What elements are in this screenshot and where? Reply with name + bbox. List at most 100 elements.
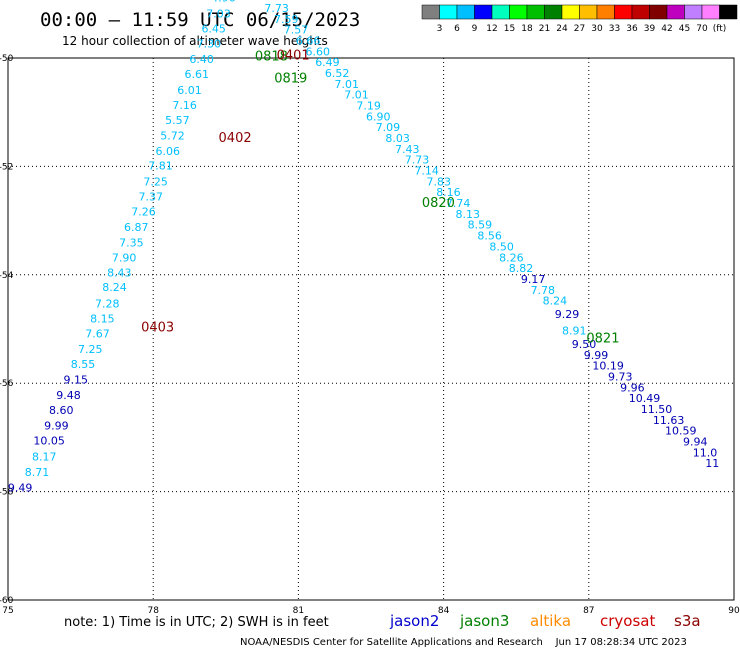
swh-value: 10.19	[592, 360, 624, 373]
colorbar-swatch	[421, 4, 440, 20]
swh-value: 5.72	[160, 129, 185, 142]
credit-line: NOAA/NESDIS Center for Satellite Applica…	[240, 637, 687, 648]
y-axis: -50 -52 -54 -56 -58 -60	[0, 54, 14, 606]
colorbar-swatch	[596, 4, 615, 20]
satellite-legend-altika: altika	[530, 612, 571, 630]
colorbar-swatch	[491, 4, 510, 20]
swh-value: 8.43	[107, 266, 132, 279]
swh-value: 6.45	[201, 23, 226, 36]
swh-value: 7.03	[206, 7, 231, 20]
swh-value: 7.25	[143, 175, 168, 188]
colorbar-legend: 3 6 9 12 15 18 21 24 27 30 33 36 39 42 45 70 (ft)	[421, 4, 738, 34]
colorbar-swatch	[649, 4, 668, 20]
swh-value: 11.50	[641, 403, 673, 416]
swh-value: 7.01	[344, 89, 369, 102]
swh-value: 8.59	[468, 219, 493, 232]
colorbar-swatch	[631, 4, 650, 20]
colorbar-label: 12	[486, 24, 497, 34]
swh-value: 9.15	[64, 374, 89, 387]
plot-frame	[7, 57, 735, 601]
swh-value: 7.19	[356, 99, 381, 112]
pass-time-label: 0818	[255, 50, 288, 65]
satellite-legend-jason2: jason2	[389, 612, 439, 630]
colorbar-label: 9	[472, 24, 478, 34]
colorbar-label: 3	[437, 24, 443, 34]
colorbar-label: 27	[574, 24, 585, 34]
y-tick-label: -60	[0, 596, 14, 606]
swh-value: 7.43	[395, 143, 420, 156]
x-tick-label: 81	[293, 606, 304, 616]
colorbar-label: (ft)	[713, 24, 727, 34]
swh-value: 7.59	[274, 13, 299, 26]
swh-value: 7.57	[284, 24, 309, 37]
swh-value: 5.57	[165, 114, 190, 127]
x-tick-label: 87	[583, 606, 594, 616]
x-tick-label: 84	[438, 606, 450, 616]
y-tick-label: -52	[0, 162, 13, 172]
swh-value: 11.63	[653, 414, 685, 427]
pass-time-label: 0402	[219, 131, 252, 146]
swh-value: 9.17	[521, 273, 546, 286]
swh-value: 8.60	[49, 404, 74, 417]
swh-value: 9.50	[572, 338, 597, 351]
swh-value: 7.09	[376, 121, 401, 134]
colorbar-swatch	[684, 4, 703, 20]
data-points: 9.49 8.71 8.17 10.05 9.99 8.60 9.48 9.15 8.55 7.2…	[8, 0, 719, 495]
x-tick-label: 75	[2, 606, 13, 616]
colorbar-label: 33	[609, 24, 620, 34]
swh-value: 9.49	[8, 482, 33, 495]
swh-value: 6.40	[189, 53, 214, 66]
colorbar-label: 24	[556, 24, 568, 34]
swh-value: 6.66	[296, 34, 321, 47]
swh-value: 7.81	[148, 160, 173, 173]
swh-value: 7.83	[427, 175, 452, 188]
swh-value: 9.48	[56, 389, 81, 402]
colorbar-label: 70	[696, 24, 708, 34]
colorbar-label: 30	[591, 24, 603, 34]
colorbar-swatch	[509, 4, 528, 20]
swh-value: 7.16	[172, 99, 197, 112]
swh-value: 6.61	[185, 68, 210, 81]
swh-value: 6.06	[155, 145, 180, 158]
satellite-legend-s3a: s3a	[674, 612, 701, 630]
swh-value: 10.59	[665, 425, 697, 438]
swh-value: 7.37	[139, 191, 164, 204]
satellite-legend-cryosat: cryosat	[600, 612, 655, 630]
swh-value: 9.29	[555, 308, 580, 321]
colorbar-label: 15	[504, 24, 515, 34]
swh-value: 8.71	[25, 466, 50, 479]
colorbar-label: 21	[539, 24, 550, 34]
pass-time-label: 0401	[277, 49, 310, 64]
swh-value: 9.94	[683, 436, 708, 449]
swh-value: 7.78	[531, 284, 556, 297]
pass-time-label: 0820	[422, 196, 455, 211]
swh-value: 8.55	[71, 358, 96, 371]
swh-value: 7.35	[119, 237, 144, 250]
swh-value: 7.01	[335, 78, 360, 91]
swh-value: 9.96	[620, 381, 645, 394]
colorbar-swatch	[474, 4, 493, 20]
swh-value: 6.60	[306, 45, 331, 58]
swh-value: 8.56	[477, 230, 502, 243]
swh-value: 7.14	[414, 165, 439, 178]
swh-value: 8.91	[562, 324, 587, 337]
swh-value: 6.52	[325, 67, 350, 80]
swh-value: 8.24	[102, 281, 127, 294]
colorbar-swatch	[544, 4, 563, 20]
grid	[8, 58, 734, 600]
colorbar-label: 39	[644, 24, 656, 34]
swh-value: 8.15	[90, 312, 115, 325]
satellite-legend: jason2 jason3 altika cryosat s3a	[389, 612, 701, 630]
swh-value: 10.05	[33, 434, 65, 447]
swh-value: 8.26	[499, 251, 524, 264]
colorbar-label: 6	[454, 24, 460, 34]
colorbar-label: 18	[521, 24, 533, 34]
x-tick-label: 90	[728, 606, 740, 616]
swh-value: 8.50	[489, 240, 514, 253]
swh-value: 9.99	[584, 349, 609, 362]
colorbar-swatch	[701, 4, 720, 20]
colorbar-swatch	[561, 4, 580, 20]
swh-value: 11	[705, 457, 719, 470]
